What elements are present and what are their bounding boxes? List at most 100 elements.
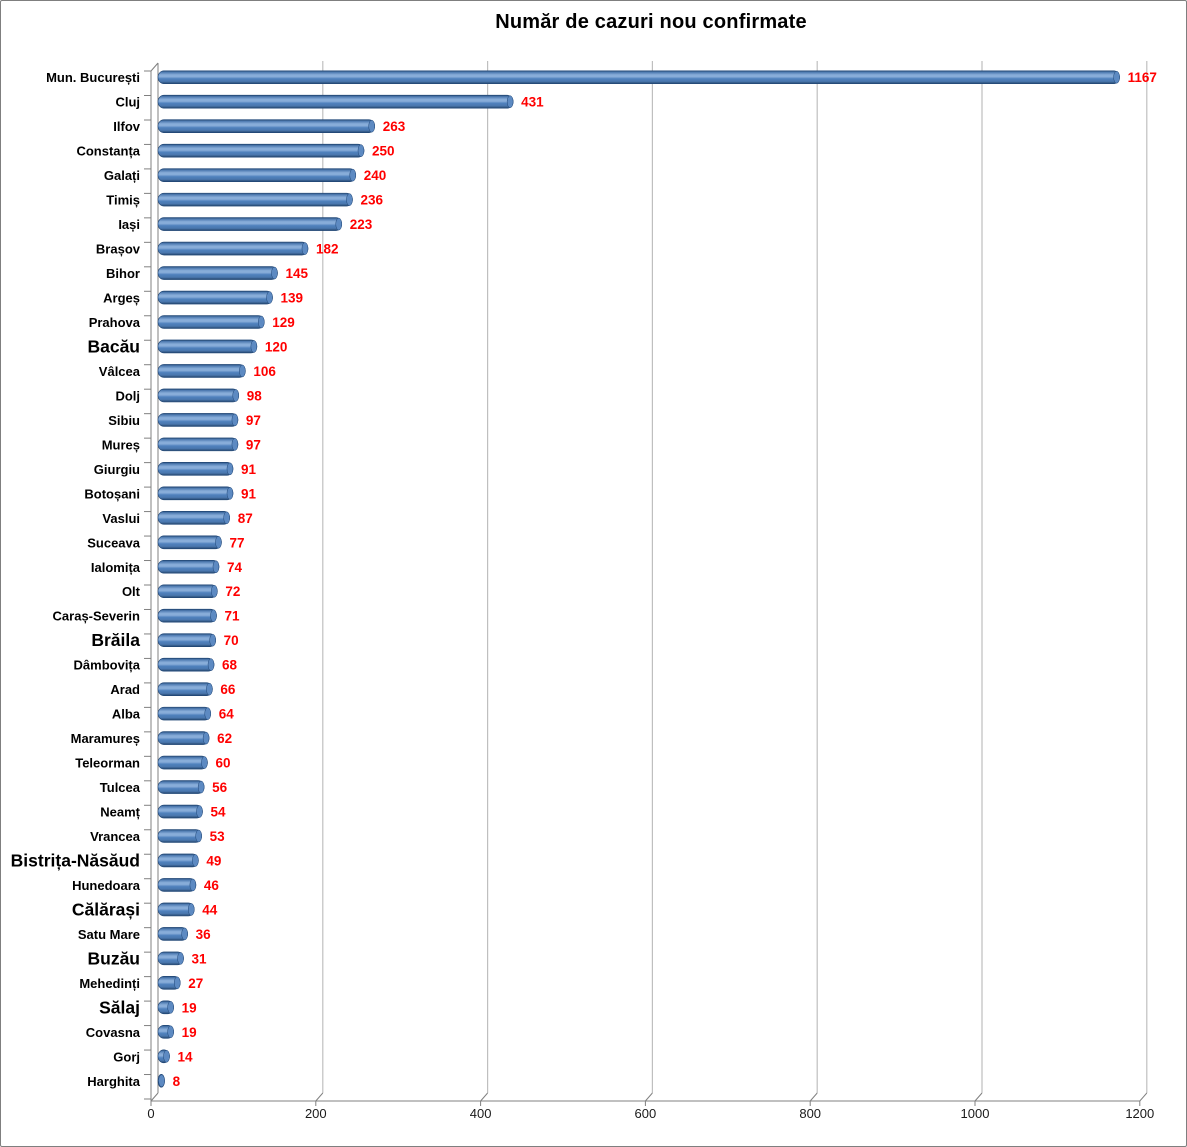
category-label: Maramureș bbox=[71, 731, 140, 746]
bar-end-cap bbox=[232, 389, 240, 402]
bar-end-cap bbox=[206, 682, 213, 696]
category-label: Dâmbovița bbox=[74, 658, 141, 673]
bar-end-cap bbox=[196, 805, 203, 818]
value-label: 70 bbox=[224, 633, 239, 648]
category-label: Vrancea bbox=[90, 829, 141, 844]
bar bbox=[157, 584, 218, 599]
value-label: 44 bbox=[202, 902, 218, 917]
gridline-foot-diagonal bbox=[150, 1092, 159, 1102]
bar-end-cap bbox=[209, 633, 216, 647]
category-label: Tulcea bbox=[100, 780, 141, 795]
bar bbox=[157, 731, 210, 745]
bar bbox=[157, 486, 234, 501]
gridline-foot-diagonal bbox=[809, 1092, 818, 1102]
bar bbox=[157, 70, 1120, 85]
category-label: Buzău bbox=[88, 948, 141, 968]
bar bbox=[157, 657, 215, 672]
category-label: Satu Mare bbox=[78, 927, 140, 942]
bar-end-cap bbox=[181, 927, 188, 941]
value-label: 129 bbox=[272, 315, 295, 330]
value-label: 120 bbox=[265, 339, 288, 354]
category-label: Hunedoara bbox=[72, 878, 141, 893]
category-label: Cluj bbox=[115, 95, 140, 110]
value-label: 236 bbox=[360, 193, 383, 208]
bar bbox=[157, 413, 239, 427]
category-label: Gorj bbox=[113, 1049, 140, 1064]
value-label: 31 bbox=[192, 951, 208, 966]
category-label: Mun. București bbox=[46, 70, 140, 85]
bar-end-cap bbox=[250, 340, 258, 353]
category-label: Alba bbox=[112, 707, 141, 722]
bar-end-cap bbox=[271, 266, 278, 280]
bar-end-cap bbox=[173, 976, 181, 990]
value-label: 49 bbox=[206, 853, 221, 868]
category-label: Constanța bbox=[76, 144, 140, 159]
bar bbox=[157, 462, 234, 476]
bar-end-cap bbox=[197, 780, 205, 794]
bar bbox=[157, 143, 365, 158]
value-label: 97 bbox=[246, 413, 261, 428]
category-label: Teleorman bbox=[75, 756, 140, 771]
category-label: Brăila bbox=[91, 630, 140, 650]
value-label: 71 bbox=[225, 609, 241, 624]
y-axis-top-diagonal bbox=[150, 62, 159, 72]
bar-end-cap bbox=[231, 438, 239, 451]
bar bbox=[157, 511, 230, 525]
bar bbox=[157, 241, 309, 256]
bar-end-cap bbox=[301, 242, 309, 255]
bar-end-cap bbox=[211, 584, 218, 598]
bar-end-cap bbox=[204, 707, 211, 720]
category-label: Olt bbox=[122, 584, 141, 599]
category-label: Brașov bbox=[96, 242, 141, 257]
bar bbox=[157, 290, 273, 305]
x-tick-label: 200 bbox=[305, 1106, 327, 1121]
category-label: Neamț bbox=[100, 805, 140, 820]
gridline-foot-diagonal bbox=[480, 1092, 488, 1102]
category-label: Călărași bbox=[72, 899, 140, 919]
bar-end-cap bbox=[368, 119, 375, 133]
value-label: 77 bbox=[229, 535, 244, 550]
value-label: 139 bbox=[281, 291, 304, 306]
value-label: 98 bbox=[247, 388, 263, 403]
bar-end-cap bbox=[167, 1001, 174, 1014]
category-label: Giurgiu bbox=[94, 462, 140, 477]
category-label: Caraș-Severin bbox=[53, 609, 140, 624]
value-label: 60 bbox=[215, 756, 230, 771]
bar-end-cap bbox=[266, 291, 273, 304]
value-label: 91 bbox=[241, 462, 257, 477]
value-label: 431 bbox=[521, 95, 544, 110]
x-tick-label: 0 bbox=[147, 1106, 154, 1121]
value-label: 91 bbox=[241, 486, 257, 501]
chart-title: Număr de cazuri nou confirmate bbox=[495, 11, 807, 33]
bar bbox=[157, 119, 376, 133]
category-label: Mureș bbox=[102, 437, 140, 452]
value-label: 19 bbox=[182, 1025, 197, 1040]
category-label: Dolj bbox=[115, 388, 140, 403]
bar-end-cap bbox=[189, 878, 197, 892]
bar-end-cap bbox=[201, 756, 208, 769]
value-label: 145 bbox=[285, 266, 308, 281]
bar bbox=[157, 388, 240, 403]
bar-end-cap bbox=[226, 462, 234, 476]
bar-end-cap bbox=[167, 1025, 174, 1039]
x-tick-label: 600 bbox=[635, 1106, 657, 1121]
gridline-foot-diagonal bbox=[645, 1092, 653, 1102]
value-label: 263 bbox=[383, 119, 406, 134]
category-label: Iași bbox=[118, 217, 140, 232]
value-label: 182 bbox=[316, 242, 339, 257]
category-label: Ialomița bbox=[91, 560, 141, 575]
category-label: Bacău bbox=[87, 336, 140, 356]
value-label: 223 bbox=[350, 217, 373, 232]
category-label: Covasna bbox=[86, 1025, 141, 1040]
bar-end-cap bbox=[163, 1050, 170, 1063]
value-label: 53 bbox=[210, 829, 226, 844]
bar bbox=[157, 706, 212, 721]
value-label: 74 bbox=[227, 560, 243, 575]
bar-end-cap bbox=[357, 144, 365, 157]
x-tick-label: 1200 bbox=[1125, 1106, 1154, 1121]
value-label: 64 bbox=[219, 707, 235, 722]
bar-end-cap bbox=[192, 854, 199, 867]
bar-end-cap bbox=[231, 413, 239, 427]
bar bbox=[157, 266, 278, 280]
value-label: 250 bbox=[372, 144, 395, 159]
